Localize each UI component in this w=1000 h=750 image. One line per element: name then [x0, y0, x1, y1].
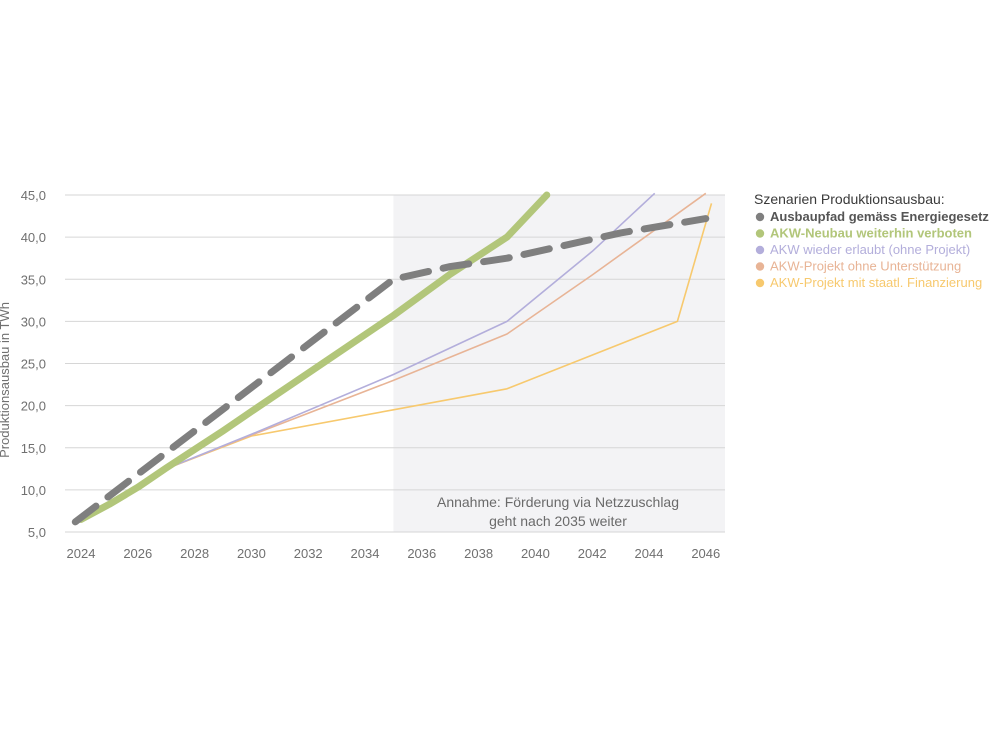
legend-marker	[755, 245, 765, 255]
legend-item-label: AKW wieder erlaubt (ohne Projekt)	[770, 242, 970, 257]
x-tick-label: 2030	[237, 546, 266, 561]
x-tick-label: 2042	[578, 546, 607, 561]
series-lines	[71, 191, 713, 526]
legend-title: Szenarien Produktionsausbau:	[754, 191, 945, 207]
y-tick-label: 25,0	[21, 357, 46, 372]
legend-marker	[755, 262, 765, 271]
x-tick-label: 2038	[464, 546, 493, 561]
y-axis-label: Produktionsausbau in TWh	[0, 302, 12, 458]
x-tick-label: 2032	[294, 546, 323, 561]
x-axis: 2024 2026 2028 2030 2032 2034 2036 2038 2040 2042…	[67, 546, 721, 561]
legend-marker	[755, 229, 765, 238]
series-line-ausbaupfad-gem-ss-energiegesetz	[71, 215, 710, 526]
legend-item-label: AKW-Projekt ohne Unterstützung	[770, 259, 961, 274]
legend-item-label: AKW-Projekt mit staatl. Finanzierung	[770, 275, 982, 290]
y-tick-label: 45,0	[21, 188, 46, 203]
legend-item-label: AKW-Neubau weiterhin verboten	[770, 226, 972, 241]
legend: Szenarien Produktionsausbau: Ausbaupfad …	[754, 191, 989, 290]
x-tick-label: 2024	[67, 546, 96, 561]
annotation-line-2: geht nach 2035 weiter	[489, 513, 627, 529]
y-tick-label: 20,0	[21, 399, 46, 414]
y-tick-label: 30,0	[21, 314, 46, 329]
x-tick-label: 2040	[521, 546, 550, 561]
x-tick-label: 2036	[407, 546, 436, 561]
legend-item-label: Ausbaupfad gemäss Energiegesetz	[770, 209, 989, 224]
legend-marker	[755, 212, 765, 222]
y-tick-label: 15,0	[21, 441, 46, 456]
x-tick-label: 2028	[180, 546, 209, 561]
x-tick-label: 2034	[351, 546, 380, 561]
legend-marker	[755, 278, 765, 288]
annotation-line-1: Annahme: Förderung via Netzzuschlag	[437, 494, 679, 510]
y-axis: 5,0 10,0 15,0 20,0 25,0 30,0 35,0 40,0 45,0	[21, 188, 46, 540]
annotation: Annahme: Förderung via Netzzuschlag geht…	[437, 494, 679, 529]
y-tick-label: 10,0	[21, 483, 46, 498]
y-tick-label: 35,0	[21, 272, 46, 287]
y-tick-label: 40,0	[21, 230, 46, 245]
x-tick-label: 2044	[635, 546, 664, 561]
y-tick-label: 5,0	[28, 525, 46, 540]
x-tick-label: 2046	[691, 546, 720, 561]
x-tick-label: 2026	[123, 546, 152, 561]
